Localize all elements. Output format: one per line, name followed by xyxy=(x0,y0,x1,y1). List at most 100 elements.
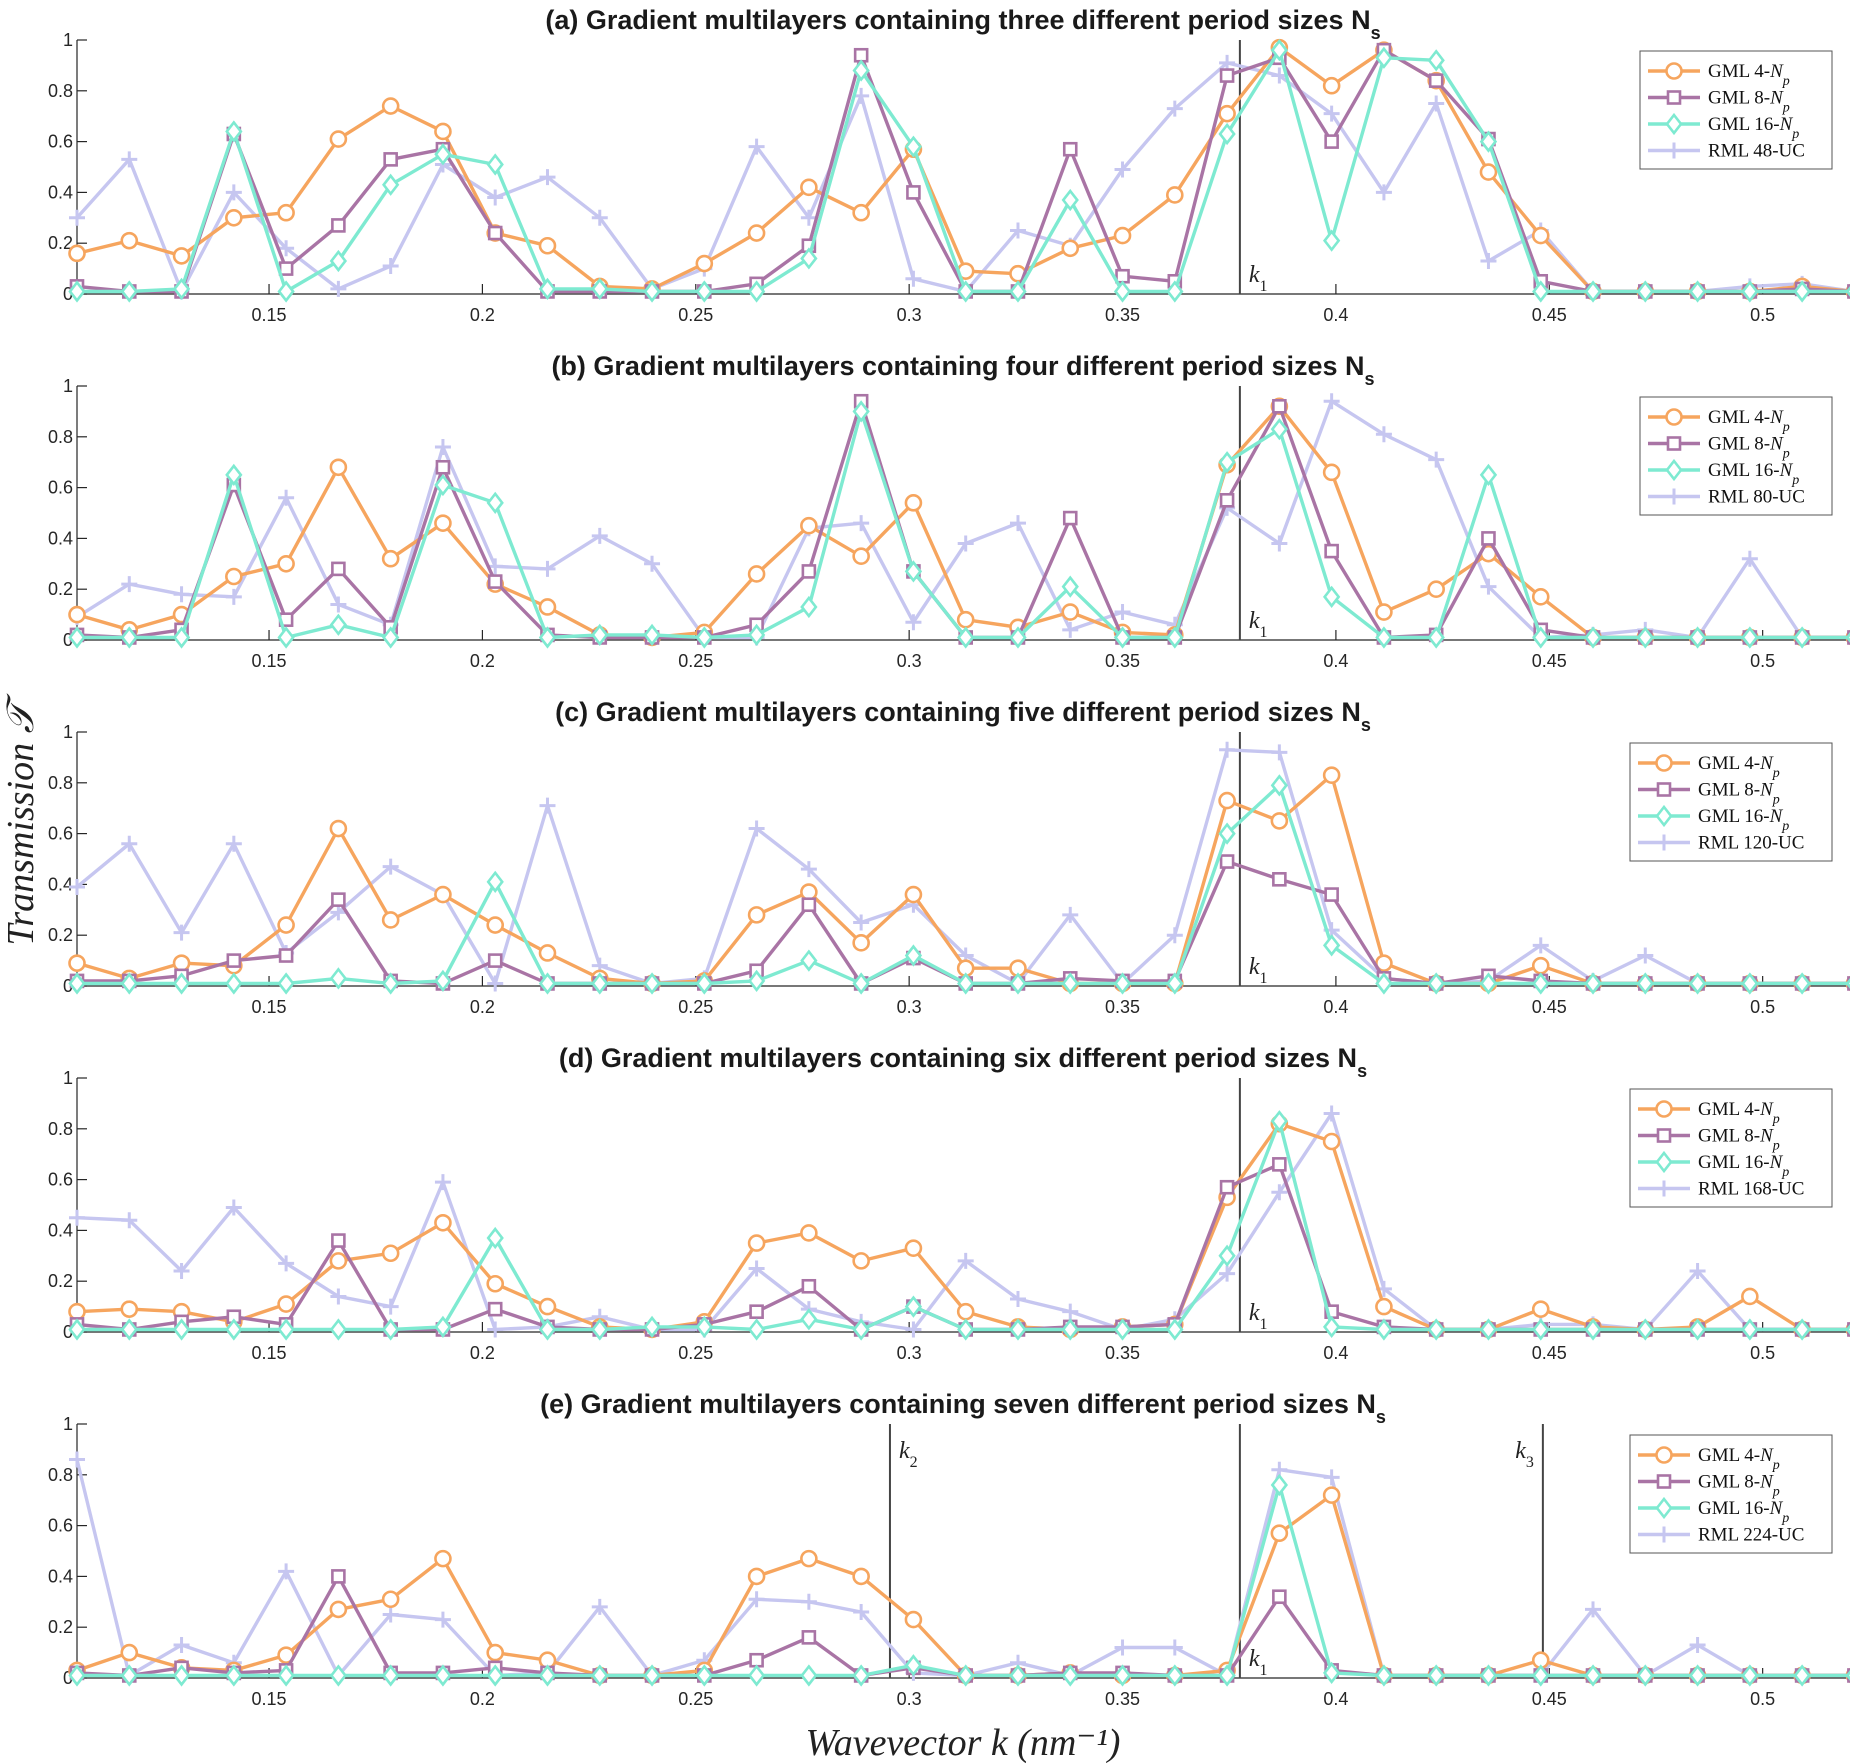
data-point xyxy=(801,1630,817,1645)
y-tick-label: 0.4 xyxy=(48,874,73,894)
x-tick-label: 0.15 xyxy=(252,651,287,671)
data-point xyxy=(1585,1601,1602,1618)
data-point xyxy=(1688,1664,1707,1687)
data-point xyxy=(904,560,923,583)
data-point xyxy=(1479,463,1498,487)
data-point xyxy=(1584,626,1602,649)
legend-entry: GML 8-Np xyxy=(1698,780,1780,808)
data-point xyxy=(1270,39,1289,62)
data-point xyxy=(956,1302,975,1321)
data-point xyxy=(1741,1664,1759,1687)
data-point xyxy=(1479,130,1498,153)
data-point xyxy=(226,953,242,968)
panel-b: (b) Gradient multilayers containing four… xyxy=(48,351,1850,671)
data-point xyxy=(1009,1290,1026,1307)
data-point xyxy=(538,236,557,255)
data-point xyxy=(225,184,242,201)
data-point xyxy=(1480,252,1497,269)
series-line xyxy=(76,399,1850,640)
legend-marker xyxy=(1665,112,1683,136)
data-point xyxy=(1375,1318,1393,1341)
x-tick-label: 0.35 xyxy=(1105,1343,1140,1363)
data-point xyxy=(1009,515,1026,532)
data-point xyxy=(173,924,190,941)
data-point xyxy=(225,567,243,586)
data-point xyxy=(486,153,504,176)
panel-title: (b) Gradient multilayers containing four… xyxy=(551,351,1374,389)
x-tick-label: 0.2 xyxy=(470,305,495,325)
data-point xyxy=(68,244,86,263)
data-point xyxy=(852,203,870,222)
series-gml-4-np xyxy=(68,397,1850,647)
k-marker-label: k3 xyxy=(1515,1438,1534,1471)
data-point xyxy=(1688,280,1707,303)
y-tick-label: 0.2 xyxy=(48,579,73,599)
data-point xyxy=(1061,603,1080,621)
data-point xyxy=(486,916,505,934)
data-point xyxy=(748,820,765,837)
data-point xyxy=(1323,393,1340,410)
data-point xyxy=(1427,1318,1445,1341)
data-point xyxy=(1584,1664,1602,1687)
data-point xyxy=(1219,68,1235,83)
legend-entry: GML 16-Np xyxy=(1698,1152,1789,1180)
data-point xyxy=(1375,972,1393,995)
data-point xyxy=(1375,46,1393,69)
data-point xyxy=(904,1654,923,1677)
legend-marker xyxy=(1665,62,1683,80)
data-point xyxy=(68,605,86,624)
series-line xyxy=(76,399,1850,640)
data-point xyxy=(330,596,347,613)
data-point xyxy=(1741,550,1758,567)
panels: (a) Gradient multilayers containing thre… xyxy=(48,5,1850,1709)
legend-entry: GML 8-Np xyxy=(1708,88,1790,116)
data-point xyxy=(1636,626,1654,649)
data-point xyxy=(1218,1244,1236,1267)
data-point xyxy=(1113,1318,1132,1341)
data-point xyxy=(487,953,503,968)
data-point xyxy=(68,1302,86,1321)
data-point xyxy=(121,1212,138,1229)
data-point xyxy=(68,1664,86,1687)
data-point xyxy=(1532,972,1550,995)
data-point xyxy=(957,626,975,649)
data-point xyxy=(1793,1664,1811,1687)
x-tick-label: 0.2 xyxy=(470,1689,495,1709)
data-point xyxy=(68,626,86,649)
x-tick-label: 0.4 xyxy=(1323,651,1348,671)
y-tick-label: 0 xyxy=(63,284,73,304)
data-point xyxy=(1322,463,1341,482)
data-point xyxy=(643,1315,661,1339)
data-point xyxy=(382,1298,399,1315)
data-point xyxy=(591,277,609,301)
data-point xyxy=(906,185,921,200)
data-point xyxy=(800,516,818,535)
data-point xyxy=(1219,1265,1236,1282)
data-point xyxy=(329,458,348,477)
data-point xyxy=(1218,451,1236,474)
data-point xyxy=(1584,280,1602,303)
data-point xyxy=(1375,184,1392,201)
data-point xyxy=(695,972,713,995)
data-point xyxy=(172,247,191,265)
y-tick-label: 0 xyxy=(63,630,73,650)
panel-d: (d) Gradient multilayers containing six … xyxy=(48,1043,1850,1363)
data-point xyxy=(487,975,504,992)
data-point xyxy=(1324,887,1339,902)
data-point xyxy=(1688,626,1707,649)
data-point xyxy=(852,400,870,423)
panel-a: (a) Gradient multilayers containing thre… xyxy=(48,5,1850,325)
data-point xyxy=(1061,1318,1079,1341)
data-point xyxy=(801,1278,817,1294)
data-point xyxy=(800,1224,818,1242)
legend-entry: RML 48-UC xyxy=(1708,141,1805,162)
data-point xyxy=(382,972,400,995)
data-point xyxy=(747,1234,766,1252)
panel-title: (d) Gradient multilayers containing six … xyxy=(559,1043,1367,1081)
data-point xyxy=(1166,626,1184,649)
data-point xyxy=(172,277,191,301)
data-point xyxy=(331,561,346,577)
data-point xyxy=(747,969,766,993)
data-point xyxy=(172,972,191,995)
